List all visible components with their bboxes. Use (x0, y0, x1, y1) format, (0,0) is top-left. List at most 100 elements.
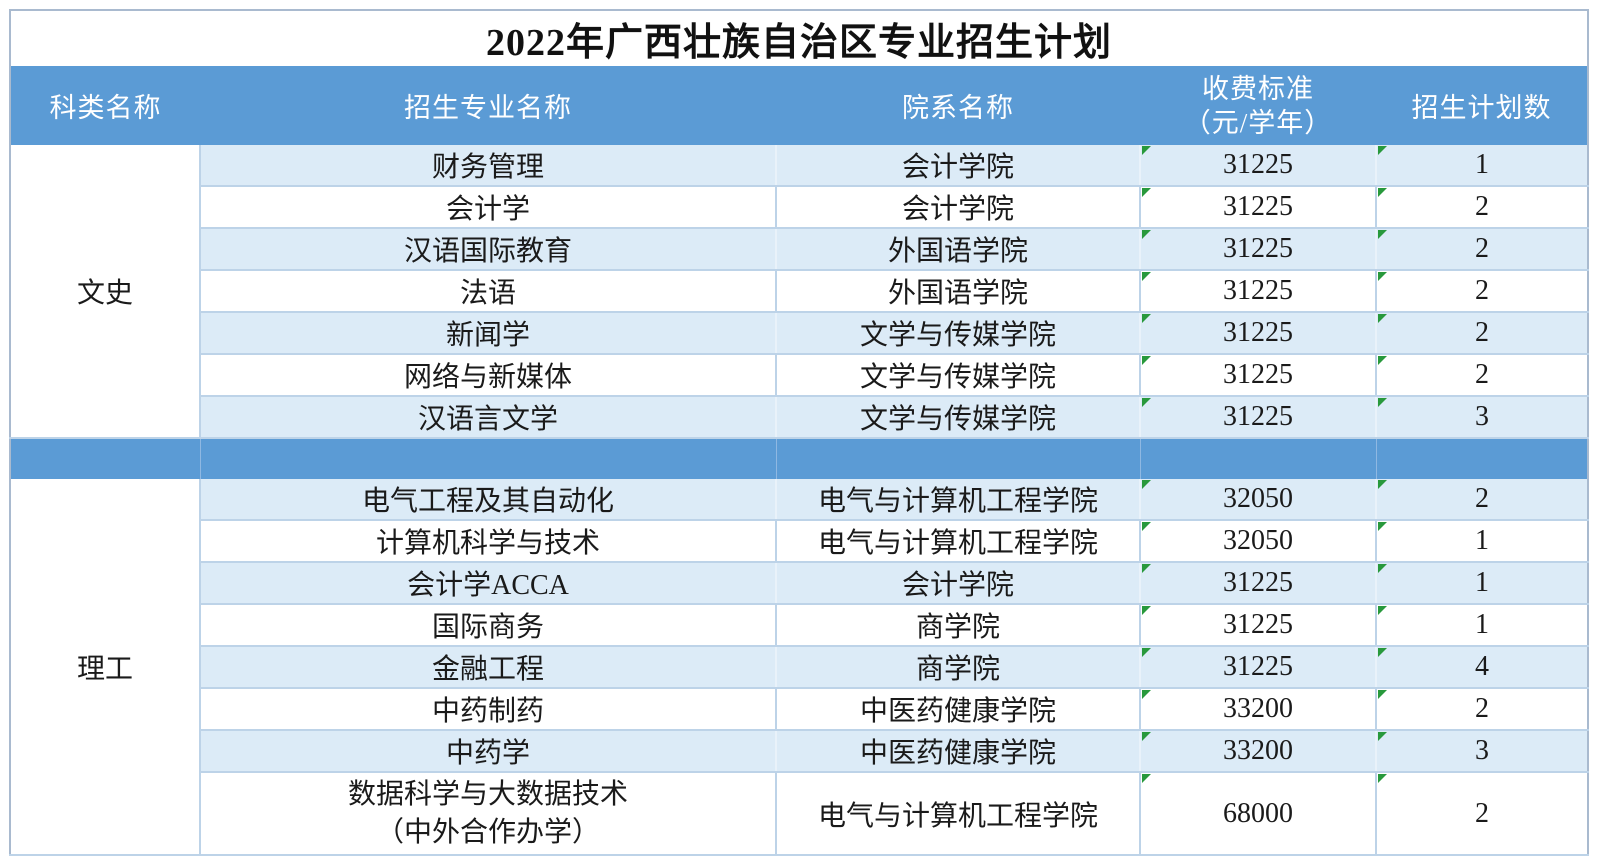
category-cell-wenshi: 文史 (10, 145, 201, 439)
number-as-text-indicator-icon (1378, 230, 1387, 239)
number-as-text-indicator-icon (1142, 732, 1151, 741)
separator-cell (1376, 438, 1589, 479)
separator-cell (1140, 438, 1377, 479)
major-cell: 汉语国际教育 (200, 228, 777, 271)
department-cell: 商学院 (776, 604, 1141, 647)
major-cell: 法语 (200, 270, 777, 313)
fee-cell: 68000 (1140, 772, 1377, 856)
plan-cell: 3 (1376, 396, 1589, 439)
category-cell-ligong: 理工 (10, 479, 201, 856)
number-as-text-indicator-icon (1378, 480, 1387, 489)
fee-cell: 31225 (1140, 145, 1377, 187)
fee-cell: 33200 (1140, 688, 1377, 731)
department-cell: 外国语学院 (776, 270, 1141, 313)
major-line1: 数据科学与大数据技术 (347, 778, 628, 810)
number-as-text-indicator-icon (1142, 774, 1151, 783)
plan-cell: 2 (1376, 354, 1589, 397)
number-as-text-indicator-icon (1378, 648, 1387, 657)
number-as-text-indicator-icon (1378, 314, 1387, 323)
fee-cell: 31225 (1140, 646, 1377, 689)
plan-cell: 2 (1376, 312, 1589, 355)
major-cell: 计算机科学与技术 (200, 520, 777, 563)
department-cell: 文学与传媒学院 (776, 396, 1141, 439)
major-cell: 新闻学 (200, 312, 777, 355)
table-row: 汉语国际教育 外国语学院 31225 2 (10, 228, 1589, 271)
major-cell: 金融工程 (200, 646, 777, 689)
table-row: 计算机科学与技术 电气与计算机工程学院 32050 1 (10, 520, 1589, 563)
number-as-text-indicator-icon (1142, 690, 1151, 699)
number-as-text-indicator-icon (1142, 606, 1151, 615)
fee-cell: 32050 (1140, 520, 1377, 563)
column-header-fee-line1: 收费标准 (1202, 73, 1314, 104)
column-header-row: 科类名称 招生专业名称 院系名称 收费标准 （元/学年） 招生计划数 (10, 66, 1589, 145)
plan-cell: 2 (1376, 270, 1589, 313)
table-row: 文史 财务管理 会计学院 31225 1 (10, 145, 1589, 439)
page-title: 2022年广西壮族自治区专业招生计划 (10, 10, 1589, 66)
fee-cell: 32050 (1140, 479, 1377, 521)
number-as-text-indicator-icon (1142, 188, 1151, 197)
department-cell: 电气与计算机工程学院 (776, 772, 1141, 856)
table-row: 新闻学 文学与传媒学院 31225 2 (10, 312, 1589, 355)
number-as-text-indicator-icon (1378, 564, 1387, 573)
table-row: 会计学 会计学院 31225 2 (10, 186, 1589, 229)
table-row: 中药学 中医药健康学院 33200 3 (10, 730, 1589, 773)
table-row: 汉语言文学 文学与传媒学院 31225 3 (10, 396, 1589, 439)
major-cell: 财务管理 (200, 145, 777, 187)
department-cell: 会计学院 (776, 186, 1141, 229)
table-row: 法语 外国语学院 31225 2 (10, 270, 1589, 313)
separator-cell (776, 438, 1141, 479)
column-header-major: 招生专业名称 (200, 66, 776, 145)
plan-cell: 2 (1376, 688, 1589, 731)
plan-cell: 1 (1376, 520, 1589, 563)
department-cell: 会计学院 (776, 145, 1141, 187)
number-as-text-indicator-icon (1378, 188, 1387, 197)
department-cell: 中医药健康学院 (776, 688, 1141, 731)
number-as-text-indicator-icon (1142, 356, 1151, 365)
major-cell: 汉语言文学 (200, 396, 777, 439)
column-header-fee-line2: （元/学年） (1183, 107, 1333, 138)
major-cell: 会计学ACCA (200, 562, 777, 605)
column-header-plan: 招生计划数 (1376, 66, 1589, 145)
plan-cell: 2 (1376, 186, 1589, 229)
fee-cell: 31225 (1140, 312, 1377, 355)
plan-cell: 3 (1376, 730, 1589, 773)
separator-cell (200, 438, 777, 479)
column-header-category: 科类名称 (10, 66, 200, 145)
number-as-text-indicator-icon (1142, 230, 1151, 239)
separator-cell (10, 438, 201, 479)
table-row: 理工 电气工程及其自动化 电气与计算机工程学院 32050 2 (10, 479, 1589, 856)
fee-cell: 31225 (1140, 228, 1377, 271)
enrollment-table: 2022年广西壮族自治区专业招生计划 科类名称 招生专业名称 院系名称 收费标准… (9, 9, 1590, 856)
column-header-fee: 收费标准 （元/学年） (1140, 66, 1376, 145)
number-as-text-indicator-icon (1142, 272, 1151, 281)
table-row: 网络与新媒体 文学与传媒学院 31225 2 (10, 354, 1589, 397)
table-row: 金融工程 商学院 31225 4 (10, 646, 1589, 689)
number-as-text-indicator-icon (1142, 648, 1151, 657)
major-cell: 网络与新媒体 (200, 354, 777, 397)
department-cell: 会计学院 (776, 562, 1141, 605)
department-cell: 文学与传媒学院 (776, 312, 1141, 355)
plan-cell: 2 (1376, 228, 1589, 271)
number-as-text-indicator-icon (1378, 146, 1387, 155)
number-as-text-indicator-icon (1142, 480, 1151, 489)
section-separator-row (10, 438, 1589, 479)
plan-cell: 1 (1376, 562, 1589, 605)
number-as-text-indicator-icon (1378, 606, 1387, 615)
major-cell: 中药制药 (200, 688, 777, 731)
plan-cell: 2 (1376, 772, 1589, 856)
major-line2: （中外合作办学） (375, 816, 600, 848)
column-header-department: 院系名称 (776, 66, 1140, 145)
number-as-text-indicator-icon (1378, 272, 1387, 281)
table-row: 数据科学与大数据技术 （中外合作办学） 电气与计算机工程学院 68000 2 (10, 772, 1589, 856)
department-cell: 文学与传媒学院 (776, 354, 1141, 397)
major-cell: 中药学 (200, 730, 777, 773)
number-as-text-indicator-icon (1378, 522, 1387, 531)
number-as-text-indicator-icon (1378, 774, 1387, 783)
number-as-text-indicator-icon (1378, 398, 1387, 407)
department-cell: 电气与计算机工程学院 (776, 479, 1141, 521)
department-cell: 商学院 (776, 646, 1141, 689)
enrollment-plan-sheet: 2022年广西壮族自治区专业招生计划 科类名称 招生专业名称 院系名称 收费标准… (9, 9, 1590, 856)
number-as-text-indicator-icon (1378, 356, 1387, 365)
table-row: 国际商务 商学院 31225 1 (10, 604, 1589, 647)
fee-cell: 31225 (1140, 270, 1377, 313)
